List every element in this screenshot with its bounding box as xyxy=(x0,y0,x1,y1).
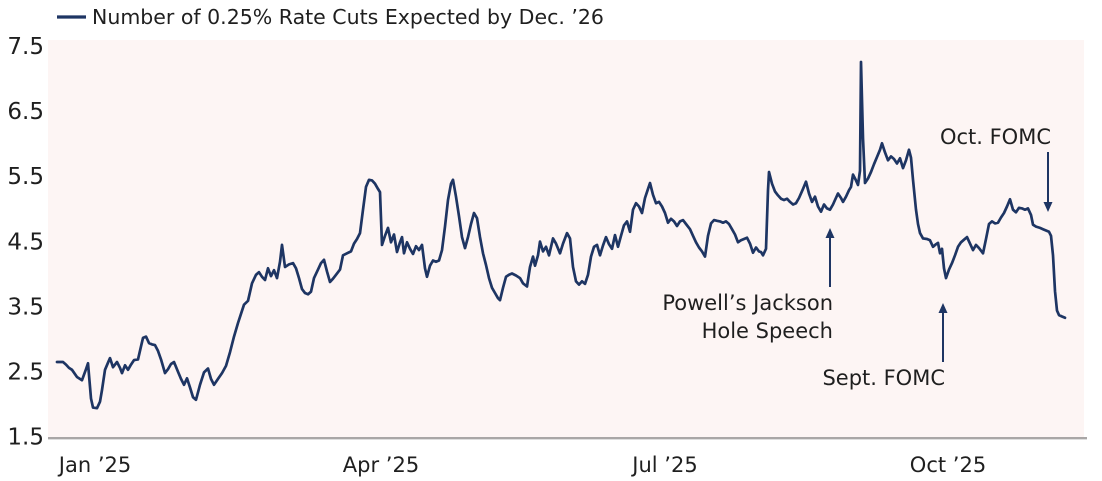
annotation-powell-jackson-hole-text: Powell’s Jackson xyxy=(662,291,833,315)
annotation-sept-fomc-text: Sept. FOMC xyxy=(822,366,945,390)
annotation-sept-fomc-arrowhead xyxy=(938,303,948,313)
x-axis-tick-label: Oct ’25 xyxy=(910,453,986,477)
y-axis-tick-label: 5.5 xyxy=(7,164,44,190)
y-axis-tick-label: 2.5 xyxy=(7,359,44,385)
annotation-oct-fomc-text: Oct. FOMC xyxy=(940,125,1051,149)
y-axis-labels: 7.5 6.5 5.5 4.5 3.5 2.5 1.5 xyxy=(7,34,44,451)
annotation-powell-jackson-hole-text: Hole Speech xyxy=(702,319,833,343)
y-axis-tick-label: 6.5 xyxy=(7,99,44,125)
x-axis-tick-label: Jul ’25 xyxy=(630,453,697,477)
y-axis-tick-label: 3.5 xyxy=(7,294,44,320)
annotations: Powell’s Jackson Hole Speech Sept. FOMC Oct… xyxy=(662,125,1053,390)
chart-line xyxy=(55,60,1067,410)
y-axis-tick-label: 7.5 xyxy=(7,34,44,60)
legend-label: Number of 0.25% Rate Cuts Expected by De… xyxy=(92,5,604,29)
x-axis-tick-label: Apr ’25 xyxy=(343,453,419,477)
legend: Number of 0.25% Rate Cuts Expected by De… xyxy=(57,5,604,29)
annotation-oct-fomc: Oct. FOMC xyxy=(940,125,1053,212)
annotation-powell-jackson-hole-arrowhead xyxy=(825,228,835,238)
y-axis-tick-label: 4.5 xyxy=(7,229,44,255)
y-axis-tick-label: 1.5 xyxy=(7,425,44,451)
annotation-oct-fomc-arrowhead xyxy=(1043,202,1053,212)
annotation-powell-jackson-hole: Powell’s Jackson Hole Speech xyxy=(662,228,835,343)
x-axis-tick-label: Jan ’25 xyxy=(57,453,131,477)
annotation-sept-fomc: Sept. FOMC xyxy=(822,303,948,390)
x-axis-labels: Jan ’25 Apr ’25 Jul ’25 Oct ’25 xyxy=(57,453,986,477)
